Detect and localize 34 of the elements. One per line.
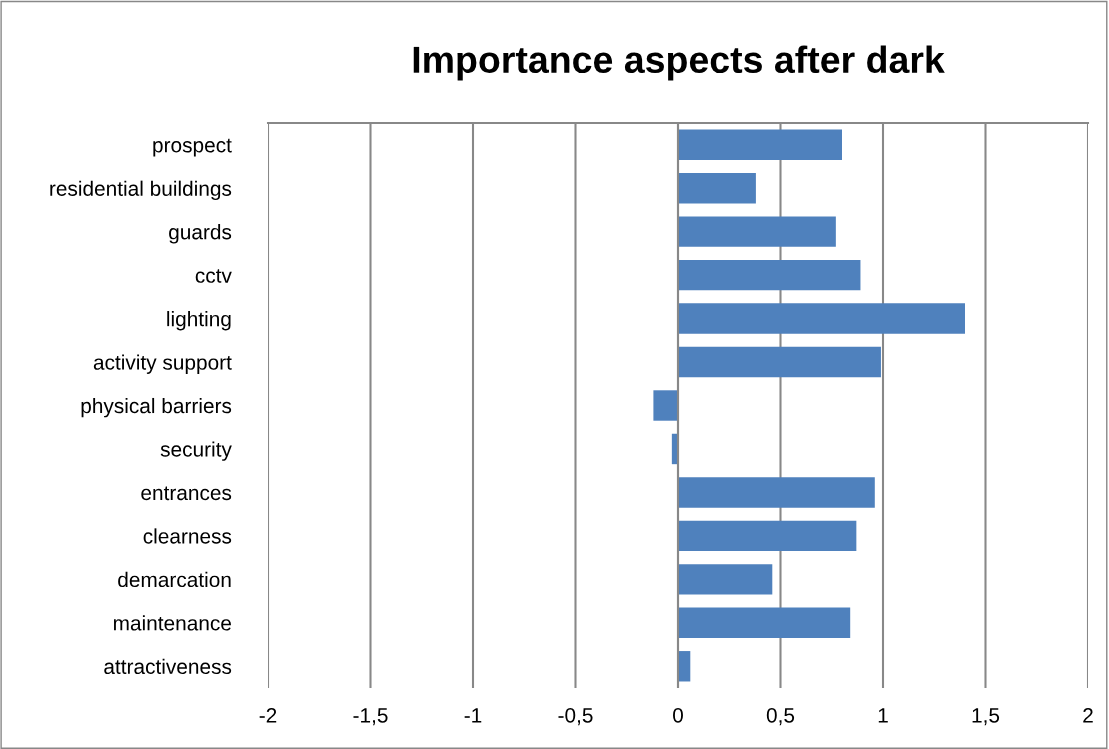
x-tick-label: 0	[673, 707, 683, 723]
y-tick-label: clearness	[143, 528, 232, 544]
bar	[678, 216, 836, 247]
y-tick-label: cctv	[195, 269, 232, 283]
y-tick-label: physical barriers	[81, 397, 232, 418]
bar	[678, 259, 861, 291]
bar	[678, 303, 965, 334]
bar	[678, 520, 857, 552]
bar	[678, 172, 756, 204]
y-tick-label: residential buildings	[50, 180, 232, 201]
bar	[678, 607, 851, 639]
y-tick-label: entrances	[141, 486, 232, 501]
x-tick-label: -1	[464, 708, 482, 723]
y-tick-label: guards	[169, 224, 232, 244]
x-tick-label: 0,5	[766, 707, 795, 726]
y-tick-label: maintenance	[113, 615, 231, 631]
y-tick-label: security	[160, 441, 232, 461]
y-tick-label: prospect	[153, 138, 232, 157]
bar	[678, 477, 875, 508]
x-tick-label: -2	[259, 707, 277, 723]
x-tick-label: 2	[1083, 707, 1093, 723]
y-tick-label: lighting	[167, 311, 231, 331]
x-tick-label: -1,5	[353, 708, 388, 726]
x-tick-label: 1,5	[972, 708, 1000, 726]
x-tick-label: -0,5	[558, 707, 593, 726]
chart-title: Importance aspects after dark	[413, 45, 945, 81]
y-tick-label: demarcation	[118, 571, 231, 588]
y-tick-label: activity support	[93, 354, 232, 374]
bar	[678, 346, 881, 378]
x-tick-label: 1	[878, 708, 888, 723]
y-tick-label: attractiveness	[104, 658, 232, 675]
bar	[653, 390, 678, 421]
bar	[678, 129, 842, 160]
bar	[678, 564, 773, 595]
